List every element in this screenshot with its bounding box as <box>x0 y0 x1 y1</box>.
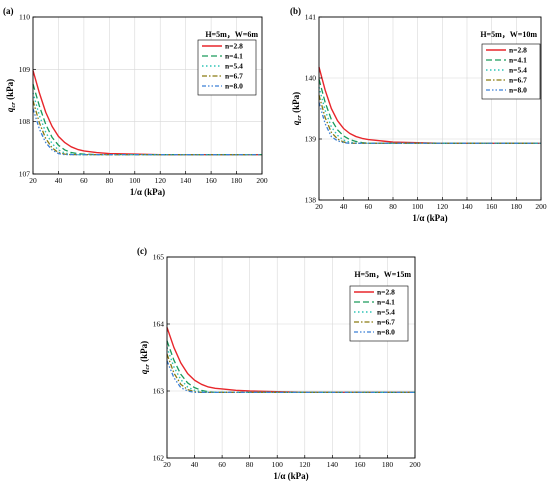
x-tick-label: 200 <box>409 460 421 469</box>
series-line <box>32 92 262 156</box>
x-tick-label: 40 <box>340 202 348 211</box>
legend-label: n=6.7 <box>509 76 527 85</box>
panel-label: (a) <box>3 6 14 16</box>
x-tick-label: 20 <box>29 176 37 185</box>
x-tick-label: 60 <box>80 176 88 185</box>
plot-frame <box>318 16 542 201</box>
y-axis-label: qcr (kPa) <box>5 79 17 112</box>
series-line <box>318 94 541 144</box>
x-tick-label: 200 <box>535 202 547 211</box>
y-tick-label: 109 <box>19 65 31 74</box>
x-tick-label: 60 <box>365 202 373 211</box>
y-tick-label: 164 <box>153 320 165 329</box>
legend-box <box>197 39 257 96</box>
y-tick-label: 141 <box>305 13 317 22</box>
y-tick-label: 107 <box>19 170 31 179</box>
x-axis-label: 1/α (kPa) <box>412 213 447 223</box>
legend-box <box>481 43 541 100</box>
legend-label: n=8.0 <box>509 86 527 95</box>
x-tick-label: 20 <box>315 202 323 211</box>
legend-label: n=2.8 <box>509 46 527 55</box>
condition-annotation: H=5m，W=6m <box>205 30 258 39</box>
series-line <box>166 353 415 393</box>
y-tick-label: 140 <box>305 74 317 83</box>
series-line <box>318 102 541 144</box>
x-tick-label: 100 <box>129 176 141 185</box>
series-line <box>166 340 415 393</box>
x-tick-label: 80 <box>246 460 254 469</box>
x-tick-label: 80 <box>389 202 397 211</box>
x-tick-label: 180 <box>382 460 394 469</box>
chart-panel: 20 40 60 80 100 120 140 160 180 200 107 108 109 110 1/… <box>3 6 268 197</box>
x-axis-label: 1/α (kPa) <box>273 471 308 481</box>
legend-label: n=2.8 <box>377 288 395 297</box>
x-tick-label: 120 <box>437 202 449 211</box>
x-tick-label: 100 <box>272 460 284 469</box>
series-line <box>32 108 262 156</box>
y-tick-label: 163 <box>153 387 165 396</box>
y-axis-label: qcr (kPa) <box>139 341 151 374</box>
legend-label: n=5.4 <box>377 308 395 317</box>
condition-annotation: H=5m，W=15m <box>354 270 411 279</box>
legend-label: n=6.7 <box>377 318 395 327</box>
legend-label: n=5.4 <box>225 62 243 71</box>
chart-panel: 20 40 60 80 100 120 140 160 180 200 162 163 164 165 1/… <box>137 246 421 481</box>
x-tick-label: 40 <box>191 460 199 469</box>
x-tick-label: 140 <box>327 460 339 469</box>
x-tick-label: 160 <box>354 460 366 469</box>
x-tick-label: 100 <box>412 202 424 211</box>
legend-label: n=4.1 <box>509 56 527 65</box>
legend-label: n=5.4 <box>509 66 527 75</box>
legend-label: n=4.1 <box>225 52 243 61</box>
chart-panel: 20 40 60 80 100 120 140 160 180 200 138 139 140 141 1/… <box>290 6 547 223</box>
condition-annotation: H=5m，W=10m <box>480 30 537 39</box>
x-tick-label: 80 <box>106 176 114 185</box>
y-tick-label: 162 <box>153 454 165 463</box>
legend-label: n=2.8 <box>225 42 243 51</box>
legend-label: n=8.0 <box>377 328 395 337</box>
legend-box <box>349 285 409 342</box>
legend-label: n=8.0 <box>225 82 243 91</box>
y-axis-label: qcr (kPa) <box>291 92 303 125</box>
panel-label: (c) <box>137 246 147 256</box>
plot-frame <box>166 256 416 459</box>
y-tick-label: 165 <box>153 253 165 262</box>
x-tick-label: 160 <box>486 202 498 211</box>
series-line <box>32 100 262 156</box>
legend-label: n=4.1 <box>377 298 395 307</box>
x-tick-label: 140 <box>180 176 192 185</box>
x-tick-label: 200 <box>256 176 268 185</box>
x-tick-label: 120 <box>155 176 167 185</box>
x-tick-label: 120 <box>299 460 311 469</box>
y-tick-label: 139 <box>305 135 317 144</box>
panel-label: (b) <box>290 6 301 16</box>
series-line <box>166 360 415 393</box>
x-tick-label: 160 <box>205 176 217 185</box>
plot-frame <box>32 16 263 175</box>
x-tick-label: 60 <box>218 460 226 469</box>
x-axis-label: 1/α (kPa) <box>130 187 165 197</box>
y-tick-label: 108 <box>19 117 31 126</box>
y-tick-label: 110 <box>19 13 30 22</box>
x-tick-label: 40 <box>55 176 63 185</box>
x-tick-label: 20 <box>163 460 171 469</box>
y-tick-label: 138 <box>305 196 317 205</box>
series-line <box>318 86 541 144</box>
x-tick-label: 180 <box>511 202 523 211</box>
x-tick-label: 140 <box>461 202 473 211</box>
legend-label: n=6.7 <box>225 72 243 81</box>
x-tick-label: 180 <box>231 176 243 185</box>
